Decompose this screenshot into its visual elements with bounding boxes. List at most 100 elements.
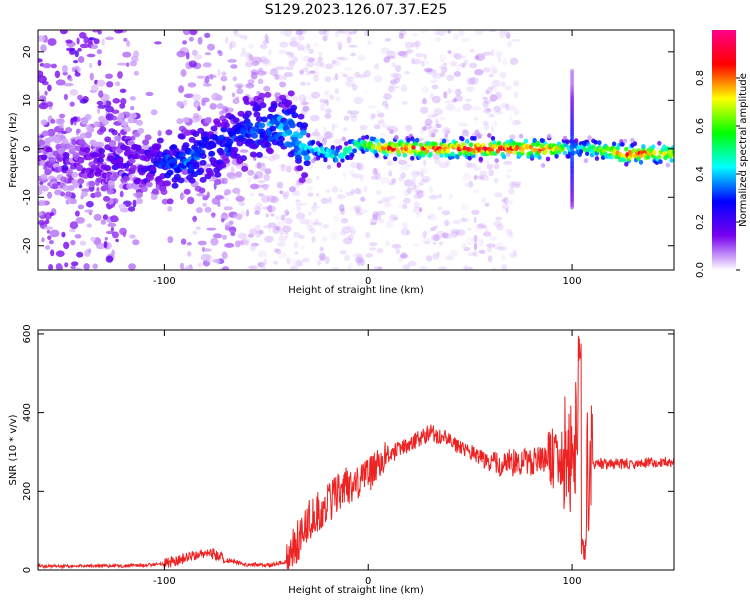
spectrogram-cell	[235, 171, 243, 178]
spectrogram-cell	[70, 239, 76, 246]
spectrogram-cell	[204, 206, 212, 213]
y-tick-label: 200	[22, 482, 33, 501]
spectrogram-cell	[357, 54, 366, 62]
spectrogram-cell	[657, 140, 662, 146]
spectrogram-cell	[458, 122, 469, 127]
spectrogram-cell	[277, 241, 286, 247]
spectrogram-cell	[490, 125, 495, 133]
spectrogram-cell	[425, 60, 430, 65]
spectrogram-cell	[324, 113, 332, 119]
spectrogram-cell	[204, 75, 210, 84]
spectrogram-cell	[40, 173, 48, 180]
spectrogram-cell	[271, 153, 280, 159]
spectrogram-cell	[331, 267, 340, 270]
spectrogram-cell	[439, 241, 444, 245]
spectrogram-cell	[279, 41, 289, 48]
spectrogram-cell	[258, 92, 266, 99]
spectrogram-cell	[278, 235, 288, 242]
spectrogram-cell	[38, 211, 44, 216]
spectrogram-cell	[352, 173, 361, 179]
spectrogram-cell	[506, 30, 511, 37]
spectrogram-cell	[671, 148, 674, 154]
spectrogram-cell	[182, 40, 188, 45]
spectrogram-cell	[285, 232, 289, 239]
spectrogram-cell	[322, 224, 330, 229]
spectrogram-cell	[508, 188, 515, 195]
spectrogram-cell	[433, 233, 440, 241]
spectrogram-cell	[435, 123, 442, 128]
spectrogram-cell	[442, 62, 448, 66]
spectrogram-cell	[403, 227, 407, 235]
spectrogram-cell	[360, 258, 365, 267]
spectrogram-cell	[495, 148, 501, 154]
spectrogram-cell	[284, 66, 294, 71]
spectrogram-cell	[41, 130, 49, 137]
spectrogram-cell	[75, 217, 86, 224]
spectrogram-cell	[441, 138, 447, 144]
spectrogram-cell	[171, 182, 179, 189]
spectrogram-cell	[494, 110, 504, 115]
spectrogram-cell	[195, 226, 201, 231]
spectrogram-cell	[63, 241, 70, 250]
spectrogram-cell	[183, 188, 191, 195]
spectrogram-cell	[296, 165, 304, 172]
spectrogram-cell	[288, 258, 298, 266]
spectrogram-cell	[385, 103, 389, 110]
spectrogram-cell	[319, 103, 326, 112]
spectrogram-cell	[403, 179, 414, 187]
spectrogram-cell	[421, 178, 430, 183]
spectrogram-cell	[402, 222, 408, 229]
spectrogram-cell	[523, 138, 529, 144]
spectrogram-cell	[390, 79, 398, 86]
spectrogram-cell	[118, 203, 126, 209]
spectrogram-cell	[307, 57, 315, 63]
spectrogram-cell	[300, 245, 305, 249]
spectrogram-cell	[333, 74, 341, 80]
spectrogram-cell	[346, 36, 352, 44]
spectrogram-cell	[313, 42, 320, 47]
spectrogram-cell	[345, 191, 355, 197]
spectrogram-cell	[450, 231, 459, 238]
spectrogram-cell	[402, 264, 411, 270]
spectrogram-cell	[314, 128, 318, 133]
spectrogram-cell	[253, 205, 262, 212]
spectrogram-cell	[622, 138, 628, 144]
spectrogram-cell	[40, 154, 48, 161]
spectrogram-cell	[355, 207, 361, 214]
spectrogram-cell	[481, 225, 488, 229]
spectrogram-cell	[87, 172, 95, 179]
spectrogram-cell	[90, 164, 98, 171]
spectrogram-cell	[420, 168, 425, 175]
spectrogram-cell	[249, 183, 260, 190]
spectrogram-cell	[262, 59, 270, 64]
spectrogram-cell	[90, 44, 99, 49]
spectrogram-cell	[492, 140, 497, 146]
spectrogram-cell	[65, 191, 73, 198]
spectrogram-cell	[226, 138, 234, 145]
spectrogram-cell	[103, 241, 108, 249]
spectrogram-cell	[513, 183, 521, 189]
spectrogram-cell	[284, 30, 293, 37]
spectrogram-cell	[61, 164, 69, 171]
spectrogram-cell	[263, 225, 269, 229]
spectrogram-cell	[100, 219, 107, 225]
spectrogram-cell	[505, 207, 509, 213]
spectrogram-cell	[473, 216, 477, 224]
spectrogram-cell	[257, 250, 268, 258]
spectrogram-cell	[314, 61, 325, 67]
figure-title: S129.2023.126.07.37.E25	[265, 2, 448, 18]
spectrogram-cell	[349, 206, 355, 212]
spectrogram-cell	[246, 53, 251, 62]
spectrogram-cell	[176, 101, 184, 107]
spectrogram-cell	[509, 105, 517, 112]
spectrogram-cell	[342, 151, 348, 156]
spectrogram-cell	[341, 136, 346, 142]
spectrogram-cell	[286, 257, 291, 265]
spectrogram-cell	[339, 189, 343, 193]
spectrogram-cell	[438, 65, 448, 69]
spectrogram-cell	[518, 133, 524, 139]
spectrogram-cell	[81, 118, 88, 125]
spectrogram-cell	[339, 56, 349, 62]
spectrogram-cell	[427, 215, 432, 219]
spectrogram-cell	[460, 218, 469, 223]
